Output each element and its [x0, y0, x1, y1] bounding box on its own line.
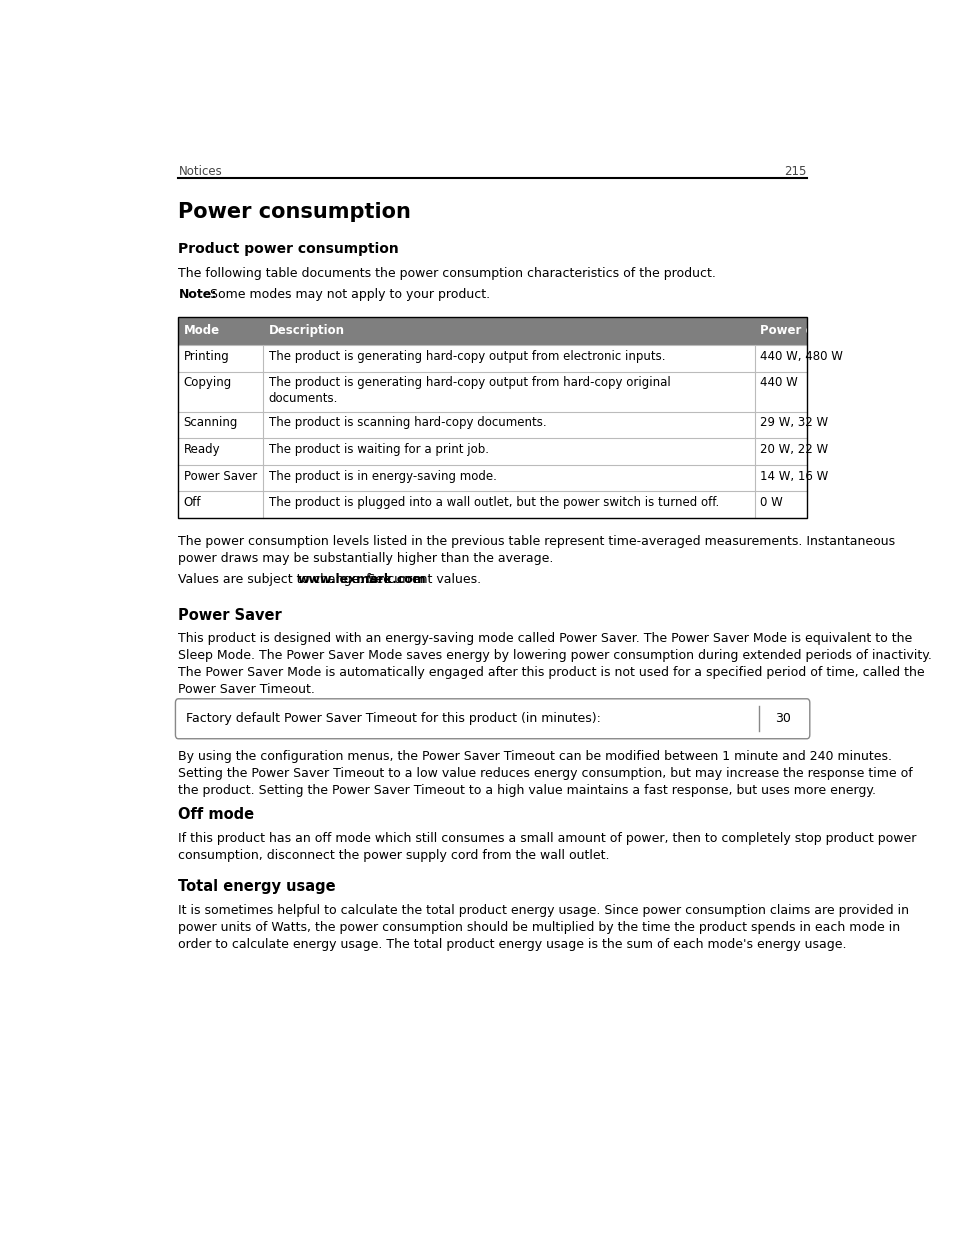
Text: The product is in energy-saving mode.: The product is in energy-saving mode. [269, 469, 496, 483]
Text: 20 W, 22 W: 20 W, 22 W [760, 443, 827, 456]
Text: Notices: Notices [178, 165, 222, 178]
Text: Copying: Copying [183, 377, 232, 389]
Text: Mode: Mode [183, 325, 219, 337]
Bar [178, 345, 806, 372]
Text: Values are subject to change. See: Values are subject to change. See [178, 573, 395, 587]
Text: The product is generating hard-copy output from hard-copy original
documents.: The product is generating hard-copy outp… [269, 377, 670, 405]
Text: Printing: Printing [183, 350, 229, 363]
Text: 215: 215 [783, 165, 806, 178]
Text: It is sometimes helpful to calculate the total product energy usage. Since power: It is sometimes helpful to calculate the… [178, 904, 908, 951]
Text: Total energy usage: Total energy usage [178, 879, 335, 894]
Text: The product is generating hard-copy output from electronic inputs.: The product is generating hard-copy outp… [269, 350, 664, 363]
Text: Ready: Ready [183, 443, 220, 456]
Text: The following table documents the power consumption characteristics of the produ: The following table documents the power … [178, 267, 716, 280]
Text: 440 W: 440 W [760, 377, 797, 389]
Text: This product is designed with an energy-saving mode called Power Saver. The Powe: This product is designed with an energy-… [178, 632, 931, 697]
Bar [178, 316, 806, 345]
Text: 30: 30 [774, 713, 790, 725]
Text: Product power consumption: Product power consumption [178, 242, 398, 257]
Bar [178, 411, 806, 438]
Bar [178, 464, 806, 492]
Text: 14 W, 16 W: 14 W, 16 W [760, 469, 827, 483]
Text: The product is waiting for a print job.: The product is waiting for a print job. [269, 443, 488, 456]
Text: Power consumption (Watts): Power consumption (Watts) [760, 325, 943, 337]
Text: Power Saver: Power Saver [183, 469, 256, 483]
Text: The product is plugged into a wall outlet, but the power switch is turned off.: The product is plugged into a wall outle… [269, 496, 719, 509]
Text: www.lexmark.com: www.lexmark.com [297, 573, 426, 587]
Bar [178, 438, 806, 464]
Text: Off: Off [183, 496, 201, 509]
Text: 440 W, 480 W: 440 W, 480 W [760, 350, 842, 363]
Text: for current values.: for current values. [362, 573, 480, 587]
Text: If this product has an off mode which still consumes a small amount of power, th: If this product has an off mode which st… [178, 832, 916, 862]
Text: Description: Description [269, 325, 344, 337]
FancyBboxPatch shape [175, 699, 809, 739]
Text: The power consumption levels listed in the previous table represent time-average: The power consumption levels listed in t… [178, 535, 895, 566]
Text: By using the configuration menus, the Power Saver Timeout can be modified betwee: By using the configuration menus, the Po… [178, 750, 912, 797]
Text: Power consumption: Power consumption [178, 203, 411, 222]
Bar [178, 372, 806, 411]
Text: 0 W: 0 W [760, 496, 782, 509]
Bar [178, 492, 806, 519]
Text: Scanning: Scanning [183, 416, 237, 430]
Text: Off mode: Off mode [178, 808, 254, 823]
Text: 29 W, 32 W: 29 W, 32 W [760, 416, 827, 430]
Text: Note:: Note: [178, 288, 216, 301]
Text: Factory default Power Saver Timeout for this product (in minutes):: Factory default Power Saver Timeout for … [186, 713, 600, 725]
Text: Power Saver: Power Saver [178, 608, 282, 622]
Text: Some modes may not apply to your product.: Some modes may not apply to your product… [206, 288, 490, 301]
Text: The product is scanning hard-copy documents.: The product is scanning hard-copy docume… [269, 416, 546, 430]
Bar [178, 316, 806, 519]
